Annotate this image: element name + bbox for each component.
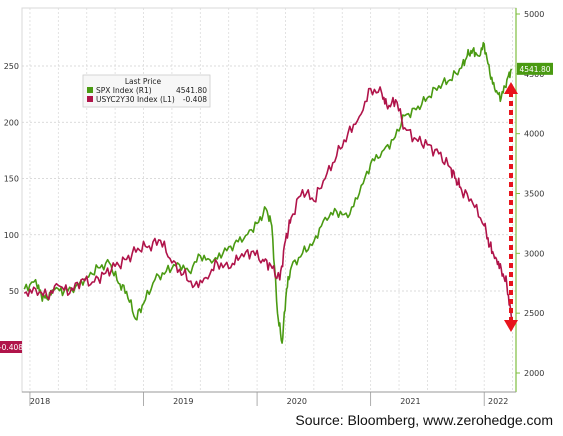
usyc-last-value: -0.408 — [0, 343, 23, 352]
legend-entry-value: -0.408 — [183, 95, 207, 104]
x-tick-label: 2019 — [173, 397, 193, 406]
right-tick-label: 2000 — [524, 369, 544, 378]
spx-last-value: 4541.80 — [519, 65, 550, 74]
x-tick-label: 2022 — [488, 397, 508, 406]
usyc2y30-series-line — [23, 86, 513, 320]
series-lines — [23, 41, 513, 344]
legend-box — [82, 74, 211, 108]
legend-title: Last Price — [125, 77, 162, 86]
x-tick-label: 2020 — [287, 397, 307, 406]
left-tick-label: 250 — [4, 62, 19, 71]
right-tick-label: 3500 — [524, 190, 544, 199]
spx-series-line — [23, 41, 513, 344]
range-arrow — [504, 82, 518, 332]
left-tick-label: 100 — [4, 231, 19, 240]
arrow-head-down — [504, 320, 518, 332]
right-tick-label: 4000 — [524, 130, 544, 139]
right-tick-label: 5000 — [524, 10, 544, 19]
legend-entry-name: USYC2Y30 Index (L1) — [96, 95, 175, 104]
left-tick-label: 50 — [9, 287, 19, 296]
usyc-last-badge — [0, 341, 22, 353]
x-tick-label: 2021 — [400, 397, 420, 406]
left-tick-label: 150 — [4, 175, 19, 184]
left-tick-label: 200 — [4, 118, 19, 127]
legend-swatch — [87, 87, 93, 93]
x-axis-labels: 2018 2019 2020 2021 2022 — [29, 392, 508, 406]
axes: 5010015020025020002500300035004000450050… — [4, 8, 544, 393]
grid-lines — [21, 7, 517, 393]
right-tick-label: 3000 — [524, 249, 544, 258]
spx-last-badge — [517, 62, 553, 75]
source-text: Source: Bloomberg, www.zerohedge.com — [295, 412, 553, 428]
value-badges: 4541.80-0.408 — [0, 62, 553, 353]
arrow-head-up — [504, 82, 518, 94]
x-tick-label: 2018 — [30, 397, 50, 406]
legend-entry-name: SPX Index (R1) — [96, 86, 152, 95]
legend-entry-value: 4541.80 — [176, 86, 207, 95]
right-tick-label: 2500 — [524, 309, 544, 318]
legend-swatch — [87, 96, 93, 102]
